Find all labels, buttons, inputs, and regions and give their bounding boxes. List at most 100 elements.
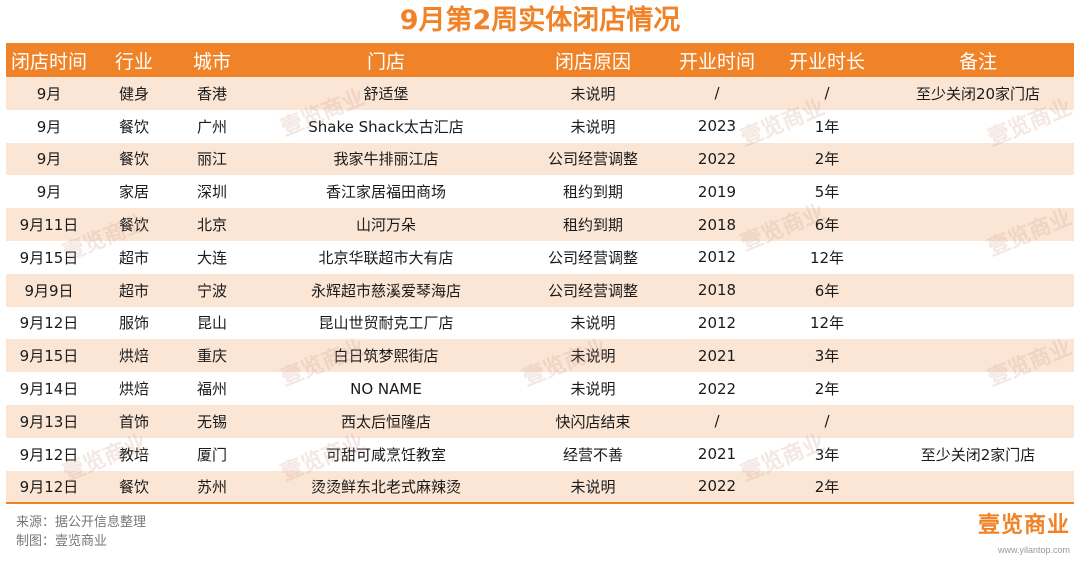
industry-cell: 餐饮 [118,117,149,136]
opening-year-cell: 2012 [697,248,737,267]
industry-cell: 服饰 [118,314,149,333]
reason-cell: 未说明 [570,314,616,333]
industry-cell: 教培 [118,445,149,464]
closing-date-cell: 9月14日 [19,380,79,399]
industry-cell: 超市 [118,281,149,300]
reason-cell: 经营不善 [562,445,623,464]
table-body: 9月 健身 香港 舒适堡 未说明 / / 至少关闭20家门店 9月 餐饮 广州 Shake Shack… [6,77,1074,504]
duration-cell: 2年 [814,380,840,399]
city-cell: 北京 [196,216,227,235]
remark-cell [882,241,1074,274]
industry-cell: 首饰 [118,412,149,431]
reason-cell: 未说明 [570,477,616,496]
reason-cell: 未说明 [570,347,616,366]
store-cell: 舒适堡 [363,84,409,103]
remark-cell [882,110,1074,143]
industry-cell: 餐饮 [118,150,149,169]
table-row: 9月 健身 香港 舒适堡 未说明 / / 至少关闭20家门店 [6,77,1074,110]
reason-cell: 公司经营调整 [547,281,638,300]
store-cell: 香江家居福田商场 [325,183,446,202]
closing-date-cell: 9月9日 [24,281,74,300]
city-cell: 无锡 [196,412,227,431]
closing-date-cell: 9月 [36,117,62,136]
opening-year-cell: 2021 [697,346,737,365]
remark-cell [882,208,1074,241]
opening-year-cell: 2018 [697,215,737,234]
city-cell: 苏州 [196,477,227,496]
table-row: 9月 餐饮 丽江 我家牛排丽江店 公司经营调整 2022 2年 [6,142,1074,176]
remark-cell [882,372,1074,405]
footer-source: 来源：据公开信息整理 [16,515,147,530]
reason-cell: 未说明 [570,380,616,399]
city-cell: 重庆 [196,347,227,366]
opening-year-cell: 2021 [697,445,737,464]
column-header: 闭店原因 [554,50,631,73]
column-header: 闭店时间 [10,50,87,73]
reason-cell: 公司经营调整 [547,248,638,267]
duration-cell: 6年 [814,216,840,235]
remark-cell [882,471,1074,504]
store-cell: 昆山世贸耐克工厂店 [318,314,454,333]
city-cell: 香港 [196,84,227,103]
brand-url: www.yilantop.com [997,545,1070,555]
reason-cell: 公司经营调整 [547,150,638,169]
duration-cell: 3年 [814,347,840,366]
closing-date-cell: 9月 [36,183,62,202]
reason-cell: 快闪店结束 [555,412,631,431]
duration-cell: 2年 [814,150,840,169]
closing-date-cell: 9月15日 [19,248,79,267]
opening-year-cell: / [714,84,720,103]
closing-date-cell: 9月11日 [19,216,79,235]
opening-year-cell: 2019 [697,182,737,201]
column-header: 备注 [958,50,997,73]
table-row: 9月12日 服饰 昆山 昆山世贸耐克工厂店 未说明 2012 12年 [6,306,1074,340]
duration-cell: 2年 [814,477,840,496]
remark-cell [882,405,1074,438]
city-cell: 昆山 [196,314,227,333]
table-header-row: 闭店时间 行业 城市 门店 闭店原因 开业时间 开业时长 备注 [6,43,1074,77]
store-cell: 我家牛排丽江店 [333,150,439,169]
opening-year-cell: 2022 [697,149,737,168]
table-row: 9月12日 餐饮 苏州 烫烫鲜东北老式麻辣烫 未说明 2022 2年 [6,470,1074,504]
industry-cell: 家居 [118,183,149,202]
table-row: 9月11日 餐饮 北京 山河万朵 租约到期 2018 6年 [6,208,1074,241]
column-header: 开业时间 [678,50,755,73]
city-cell: 深圳 [196,183,227,202]
duration-cell: / [824,412,830,431]
duration-cell: 12年 [809,314,845,333]
reason-cell: 未说明 [570,117,616,136]
city-cell: 广州 [196,117,227,136]
table-row: 9月 家居 深圳 香江家居福田商场 租约到期 2019 5年 [6,175,1074,209]
closing-date-cell: 9月 [36,150,62,169]
duration-cell: 1年 [814,117,840,136]
duration-cell: 3年 [814,445,840,464]
duration-cell: 5年 [814,183,840,202]
closing-date-cell: 9月15日 [19,347,79,366]
closing-date-cell: 9月12日 [19,445,79,464]
closing-date-cell: 9月13日 [19,412,79,431]
duration-cell: 12年 [809,248,845,267]
column-header: 行业 [114,50,153,73]
store-cell: NO NAME [350,379,422,398]
industry-cell: 超市 [118,248,149,267]
duration-cell: 6年 [814,281,840,300]
city-cell: 厦门 [196,445,227,464]
industry-cell: 餐饮 [118,477,149,496]
footer-maker: 制图：壹览商业 [16,534,108,549]
remark-cell [882,307,1074,340]
opening-year-cell: 2018 [697,281,737,300]
table-row: 9月15日 超市 大连 北京华联超市大有店 公司经营调整 2012 12年 [6,240,1074,274]
closing-date-cell: 9月 [36,84,62,103]
store-cell: 可甜可咸烹饪教室 [325,445,446,464]
column-header: 门店 [366,50,405,73]
closing-date-cell: 9月12日 [19,477,79,496]
table-row: 9月 餐饮 广州 Shake Shack太古汇店 未说明 2023 1年 [6,109,1074,143]
opening-year-cell: 2023 [697,117,737,136]
opening-year-cell: / [714,412,720,431]
remark-cell [882,339,1074,372]
brand-logo: 壹览商业 [977,513,1070,538]
column-header: 城市 [192,50,231,73]
remark-cell [882,143,1074,176]
table-row: 9月12日 教培 厦门 可甜可咸烹饪教室 经营不善 2021 3年 至少关闭2家门店 [6,437,1074,471]
table-row: 9月14日 烘焙 福州 NO NAME 未说明 2022 2年 [6,372,1074,405]
